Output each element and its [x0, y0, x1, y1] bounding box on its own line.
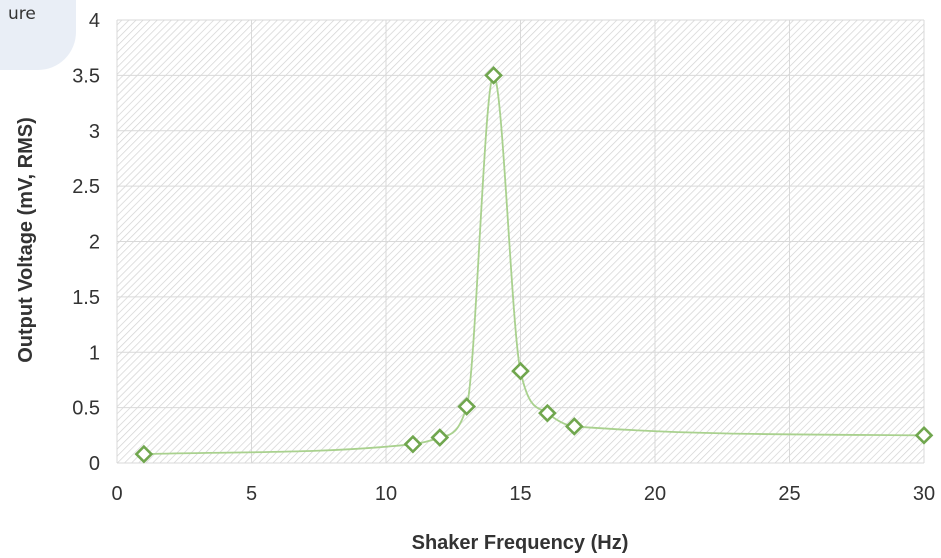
- y-tick-label: 2: [89, 232, 100, 254]
- gridlines: [116, 19, 925, 464]
- x-tick-label: 20: [644, 483, 666, 505]
- data-point-marker: [511, 361, 530, 381]
- x-tick-label: 5: [246, 483, 257, 505]
- x-axis-title: Shaker Frequency (Hz): [412, 532, 629, 554]
- data-point-marker: [914, 425, 934, 445]
- x-tick-label: 10: [375, 483, 397, 505]
- y-tick-label: 3.5: [72, 65, 100, 87]
- y-tick-label: 0.5: [72, 398, 100, 420]
- y-tick-label: 1: [89, 342, 100, 364]
- y-tick-label: 4: [89, 10, 100, 32]
- y-tick-label: 0: [89, 453, 100, 475]
- x-tick-label: 0: [111, 483, 122, 505]
- data-point-marker: [430, 428, 450, 447]
- data-point-marker: [538, 403, 557, 423]
- corner-tab-label: ure: [8, 4, 36, 24]
- data-point-marker: [403, 434, 423, 454]
- y-axis-ticks: 0 0.5 1 1.5 2 2.5 3 3.5 4: [72, 10, 100, 475]
- x-tick-label: 30: [913, 483, 935, 505]
- corner-tab: ure: [0, 0, 76, 70]
- data-point-marker: [134, 444, 154, 464]
- y-tick-label: 3: [89, 121, 100, 143]
- y-tick-label: 1.5: [72, 287, 100, 309]
- x-tick-label: 25: [778, 483, 800, 505]
- y-axis-title: Output Voltage (mV, RMS): [15, 117, 37, 363]
- data-point-marker: [484, 66, 503, 85]
- x-axis-ticks: 0 5 10 15 20 25 30: [111, 483, 935, 505]
- series-markers: [134, 66, 934, 464]
- data-point-marker: [457, 397, 477, 416]
- x-tick-label: 15: [509, 483, 531, 505]
- y-tick-label: 2.5: [72, 176, 100, 198]
- data-point-marker: [564, 417, 584, 436]
